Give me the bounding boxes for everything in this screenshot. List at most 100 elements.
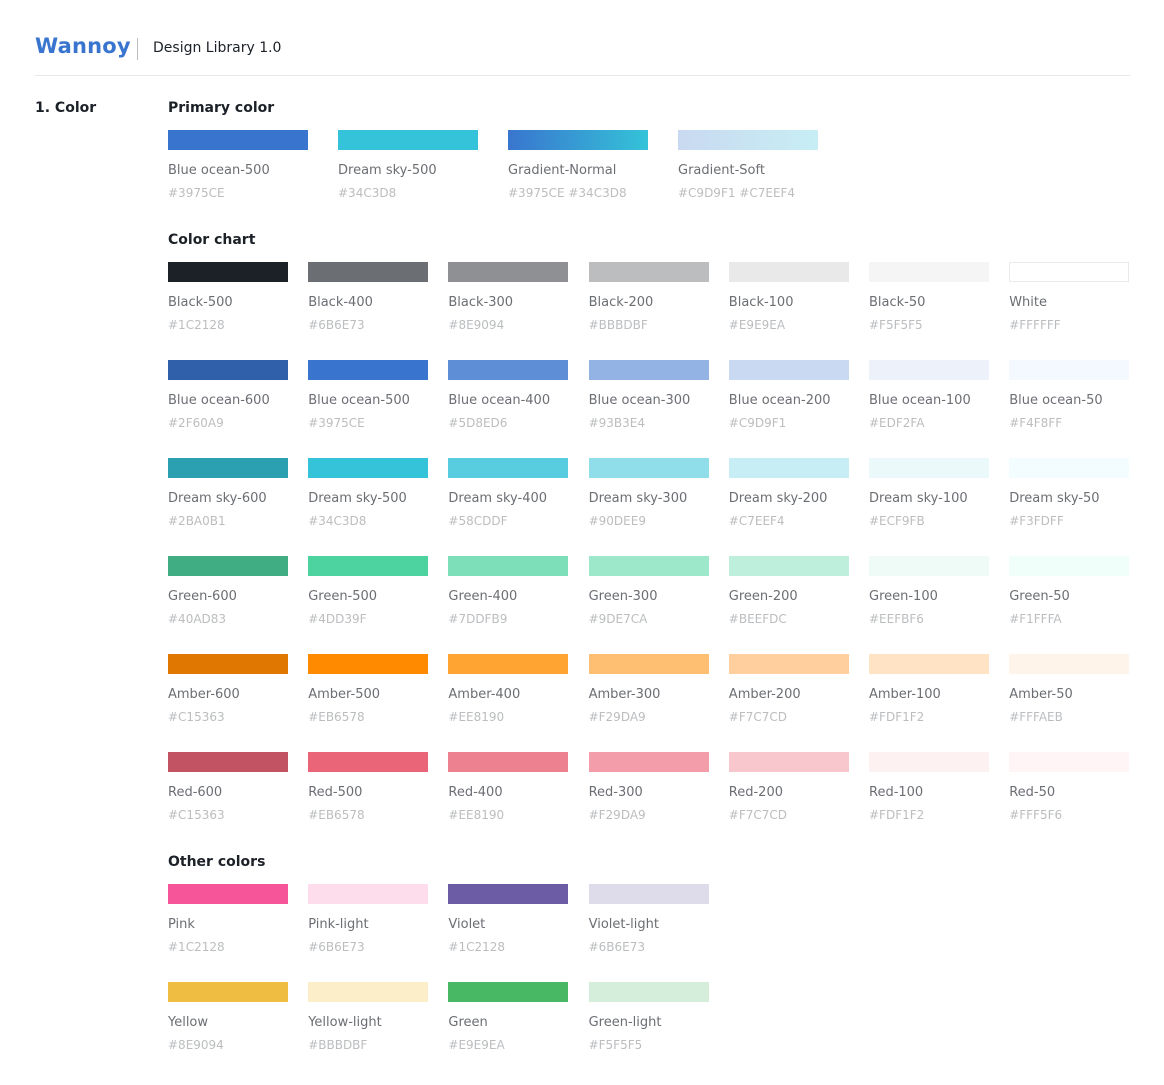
color-swatch[interactable] bbox=[728, 556, 849, 576]
color-swatch[interactable] bbox=[869, 752, 989, 772]
swatch-amber-400[interactable]: Amber-400 #EE8190 bbox=[448, 654, 569, 725]
color-swatch[interactable] bbox=[869, 654, 989, 674]
swatch-amber-50[interactable]: Amber-50 #FFFAEB bbox=[1009, 654, 1130, 725]
color-swatch[interactable] bbox=[448, 752, 569, 772]
swatch-gradient-soft[interactable]: Gradient-Soft #C9D9F1 #C7EEF4 bbox=[678, 130, 818, 201]
color-swatch[interactable] bbox=[168, 262, 288, 282]
color-swatch[interactable] bbox=[588, 982, 709, 1002]
swatch-amber-300[interactable]: Amber-300 #F29DA9 bbox=[588, 654, 709, 725]
swatch-dream-sky-100[interactable]: Dream sky-100 #ECF9FB bbox=[869, 458, 989, 529]
swatch-dream-sky-50[interactable]: Dream sky-50 #F3FDFF bbox=[1009, 458, 1130, 529]
color-swatch[interactable] bbox=[508, 130, 648, 150]
swatch-green[interactable]: Green #E9E9EA bbox=[448, 982, 569, 1053]
color-swatch[interactable] bbox=[1009, 654, 1130, 674]
swatch-green-600[interactable]: Green-600 #40AD83 bbox=[168, 556, 288, 627]
swatch-blue-ocean-100[interactable]: Blue ocean-100 #EDF2FA bbox=[869, 360, 989, 431]
swatch-red-100[interactable]: Red-100 #FDF1F2 bbox=[869, 752, 989, 823]
color-swatch[interactable] bbox=[588, 752, 709, 772]
color-swatch[interactable] bbox=[448, 884, 569, 904]
swatch-red-500[interactable]: Red-500 #EB6578 bbox=[308, 752, 429, 823]
color-swatch[interactable] bbox=[728, 262, 849, 282]
color-swatch[interactable] bbox=[588, 556, 709, 576]
swatch-blue-ocean-300[interactable]: Blue ocean-300 #93B3E4 bbox=[588, 360, 709, 431]
color-swatch[interactable] bbox=[308, 982, 429, 1002]
swatch-pink[interactable]: Pink #1C2128 bbox=[168, 884, 288, 955]
swatch-dream-sky-300[interactable]: Dream sky-300 #90DEE9 bbox=[588, 458, 709, 529]
swatch-dream-sky-400[interactable]: Dream sky-400 #58CDDF bbox=[448, 458, 569, 529]
swatch-black-500[interactable]: Black-500 #1C2128 bbox=[168, 262, 288, 333]
swatch-dream-sky-500[interactable]: Dream sky-500 #34C3D8 bbox=[338, 130, 478, 201]
swatch-red-300[interactable]: Red-300 #F29DA9 bbox=[588, 752, 709, 823]
swatch-amber-500[interactable]: Amber-500 #EB6578 bbox=[308, 654, 429, 725]
color-swatch[interactable] bbox=[448, 982, 569, 1002]
color-swatch[interactable] bbox=[448, 360, 569, 380]
swatch-black-400[interactable]: Black-400 #6B6E73 bbox=[308, 262, 429, 333]
color-swatch[interactable] bbox=[168, 982, 288, 1002]
swatch-dream-sky-500[interactable]: Dream sky-500 #34C3D8 bbox=[308, 458, 429, 529]
swatch-white[interactable]: White #FFFFFF bbox=[1009, 262, 1130, 333]
color-swatch[interactable] bbox=[168, 130, 308, 150]
color-swatch[interactable] bbox=[728, 360, 849, 380]
color-swatch[interactable] bbox=[588, 654, 709, 674]
swatch-blue-ocean-500[interactable]: Blue ocean-500 #3975CE bbox=[168, 130, 308, 201]
swatch-green-300[interactable]: Green-300 #9DE7CA bbox=[588, 556, 709, 627]
color-swatch[interactable] bbox=[308, 752, 429, 772]
swatch-violet[interactable]: Violet #1C2128 bbox=[448, 884, 569, 955]
swatch-dream-sky-600[interactable]: Dream sky-600 #2BA0B1 bbox=[168, 458, 288, 529]
color-swatch[interactable] bbox=[168, 884, 288, 904]
color-swatch[interactable] bbox=[588, 360, 709, 380]
color-swatch[interactable] bbox=[308, 360, 429, 380]
color-swatch[interactable] bbox=[869, 360, 989, 380]
swatch-green-400[interactable]: Green-400 #7DDFB9 bbox=[448, 556, 569, 627]
color-swatch[interactable] bbox=[1009, 556, 1130, 576]
color-swatch[interactable] bbox=[308, 262, 429, 282]
swatch-blue-ocean-600[interactable]: Blue ocean-600 #2F60A9 bbox=[168, 360, 288, 431]
swatch-red-50[interactable]: Red-50 #FFF5F6 bbox=[1009, 752, 1130, 823]
swatch-amber-600[interactable]: Amber-600 #C15363 bbox=[168, 654, 288, 725]
swatch-green-50[interactable]: Green-50 #F1FFFA bbox=[1009, 556, 1130, 627]
color-swatch[interactable] bbox=[588, 884, 709, 904]
swatch-green-light[interactable]: Green-light #F5F5F5 bbox=[588, 982, 709, 1053]
color-swatch[interactable] bbox=[168, 654, 288, 674]
color-swatch[interactable] bbox=[728, 752, 849, 772]
swatch-blue-ocean-200[interactable]: Blue ocean-200 #C9D9F1 bbox=[728, 360, 849, 431]
swatch-gradient-normal[interactable]: Gradient-Normal #3975CE #34C3D8 bbox=[508, 130, 648, 201]
color-swatch[interactable] bbox=[448, 262, 569, 282]
color-swatch[interactable] bbox=[338, 130, 478, 150]
color-swatch[interactable] bbox=[168, 360, 288, 380]
color-swatch[interactable] bbox=[168, 752, 288, 772]
swatch-red-200[interactable]: Red-200 #F7C7CD bbox=[728, 752, 849, 823]
swatch-dream-sky-200[interactable]: Dream sky-200 #C7EEF4 bbox=[728, 458, 849, 529]
color-swatch[interactable] bbox=[1009, 262, 1130, 282]
swatch-green-200[interactable]: Green-200 #BEEFDC bbox=[728, 556, 849, 627]
swatch-black-200[interactable]: Black-200 #BBBDBF bbox=[588, 262, 709, 333]
swatch-yellow[interactable]: Yellow #8E9094 bbox=[168, 982, 288, 1053]
swatch-blue-ocean-400[interactable]: Blue ocean-400 #5D8ED6 bbox=[448, 360, 569, 431]
color-swatch[interactable] bbox=[869, 556, 989, 576]
color-swatch[interactable] bbox=[678, 130, 818, 150]
swatch-black-300[interactable]: Black-300 #8E9094 bbox=[448, 262, 569, 333]
color-swatch[interactable] bbox=[588, 458, 709, 478]
color-swatch[interactable] bbox=[308, 654, 429, 674]
swatch-blue-ocean-500[interactable]: Blue ocean-500 #3975CE bbox=[308, 360, 429, 431]
color-swatch[interactable] bbox=[1009, 360, 1130, 380]
swatch-pink-light[interactable]: Pink-light #6B6E73 bbox=[308, 884, 429, 955]
swatch-black-100[interactable]: Black-100 #E9E9EA bbox=[728, 262, 849, 333]
swatch-blue-ocean-50[interactable]: Blue ocean-50 #F4F8FF bbox=[1009, 360, 1130, 431]
swatch-black-50[interactable]: Black-50 #F5F5F5 bbox=[869, 262, 989, 333]
swatch-green-500[interactable]: Green-500 #4DD39F bbox=[308, 556, 429, 627]
color-swatch[interactable] bbox=[168, 458, 288, 478]
color-swatch[interactable] bbox=[869, 262, 989, 282]
color-swatch[interactable] bbox=[448, 458, 569, 478]
color-swatch[interactable] bbox=[728, 458, 849, 478]
color-swatch[interactable] bbox=[588, 262, 709, 282]
color-swatch[interactable] bbox=[168, 556, 288, 576]
color-swatch[interactable] bbox=[1009, 458, 1130, 478]
color-swatch[interactable] bbox=[869, 458, 989, 478]
color-swatch[interactable] bbox=[448, 556, 569, 576]
swatch-green-100[interactable]: Green-100 #EEFBF6 bbox=[869, 556, 989, 627]
swatch-amber-200[interactable]: Amber-200 #F7C7CD bbox=[728, 654, 849, 725]
swatch-red-400[interactable]: Red-400 #EE8190 bbox=[448, 752, 569, 823]
color-swatch[interactable] bbox=[308, 884, 429, 904]
color-swatch[interactable] bbox=[308, 556, 429, 576]
